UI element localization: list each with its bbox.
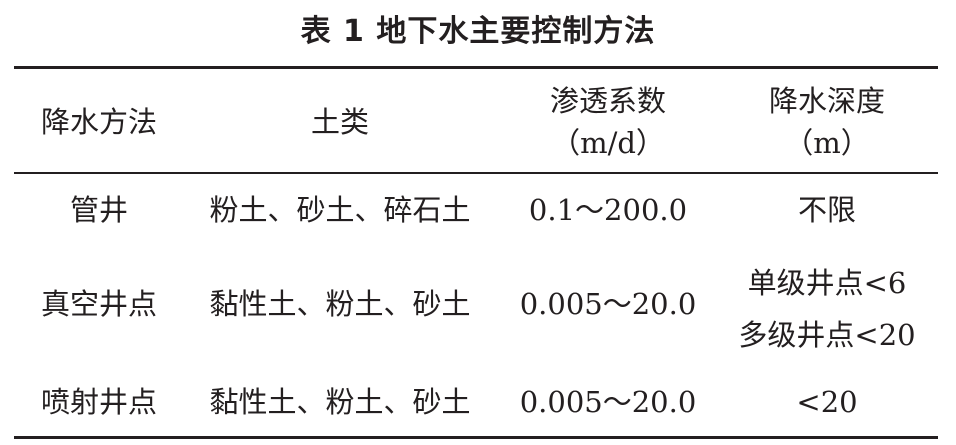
header-method: 降水方法 (40, 105, 157, 139)
header-depth-unit: （m） (784, 126, 870, 160)
header-permeability-label: 渗透系数 (549, 84, 666, 118)
header-depth-label: 降水深度 (768, 84, 885, 118)
row-1-soil: 粉土、砂土、碎石土 (209, 193, 471, 227)
row-2-method: 真空井点 (40, 287, 157, 321)
row-2-soil: 黏性土、粉土、砂土 (209, 287, 471, 321)
header-depth: 降水深度 （m） (716, 80, 938, 164)
top-rule (14, 66, 938, 69)
row-3-soil: 黏性土、粉土、砂土 (209, 385, 471, 419)
row-1-permeability: 0.1～200.0 (528, 193, 688, 227)
header-rule (14, 172, 938, 174)
row-2-permeability: 0.005～20.0 (519, 287, 697, 321)
row-2-depth: 单级井点<6 多级井点<20 (716, 257, 938, 361)
header-permeability: 渗透系数 （m/d） (500, 80, 716, 164)
row-3-depth: <20 (796, 385, 858, 419)
bottom-rule (14, 436, 938, 439)
row-2-depth-line-1: 单级井点<6 (747, 266, 907, 300)
row-3-method: 喷射井点 (40, 385, 157, 419)
row-2-depth-line-2: 多级井点<20 (738, 318, 916, 352)
header-soil: 土类 (310, 105, 369, 139)
row-3-permeability: 0.005～20.0 (519, 385, 697, 419)
table-title: 表 1 地下水主要控制方法 (300, 14, 656, 49)
header-permeability-unit: （m/d） (551, 126, 665, 160)
row-1-method: 管井 (69, 193, 128, 227)
row-1-depth: 不限 (797, 193, 856, 227)
